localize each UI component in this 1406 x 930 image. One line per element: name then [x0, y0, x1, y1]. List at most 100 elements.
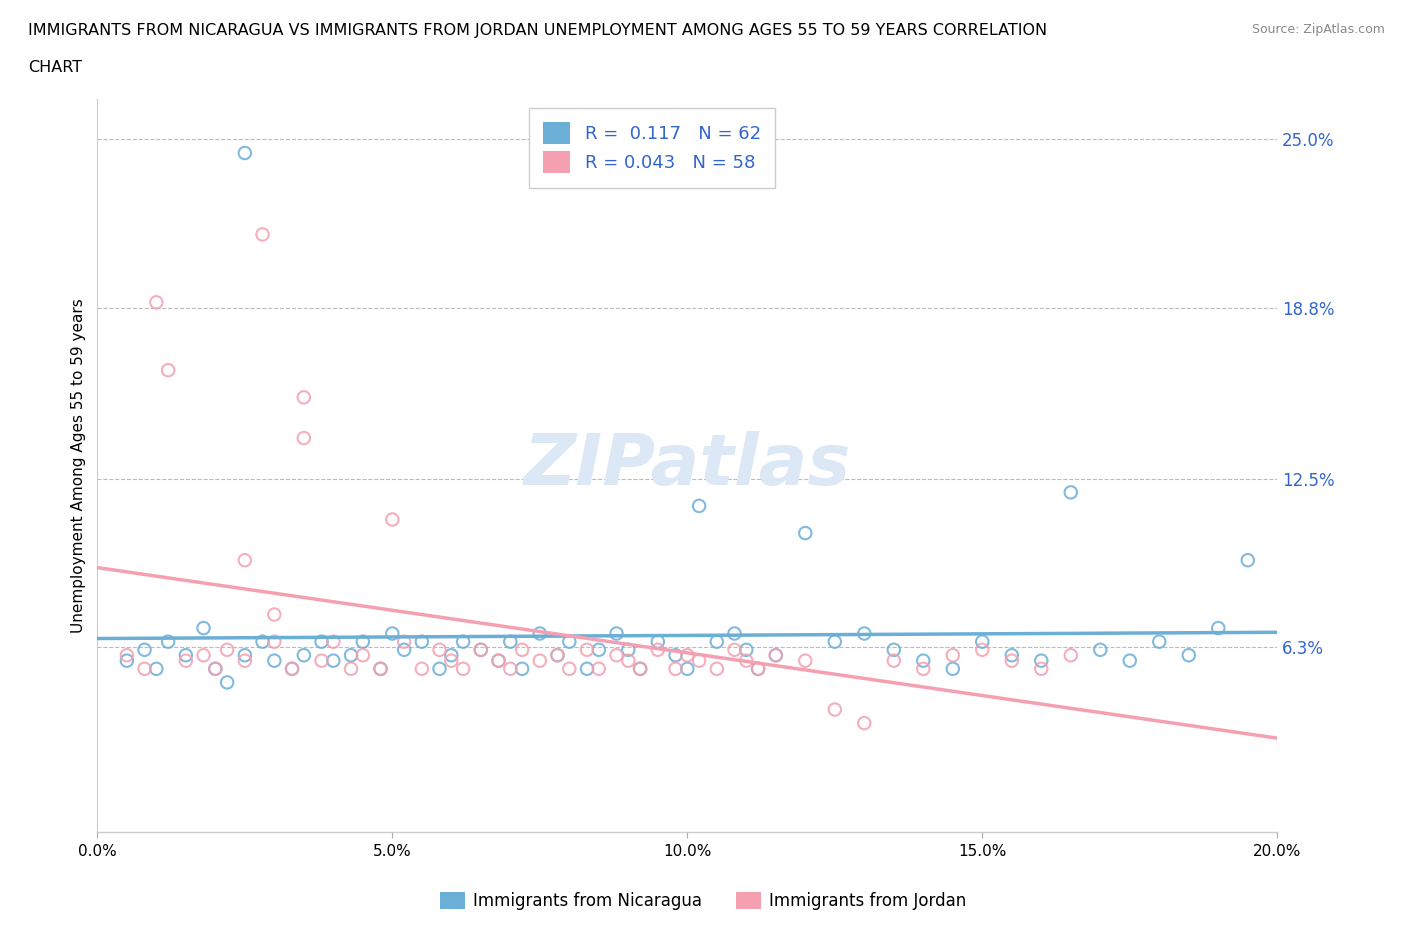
Point — [370, 661, 392, 676]
Point — [576, 643, 599, 658]
Point — [1149, 634, 1171, 649]
Point — [647, 634, 669, 649]
Point — [688, 498, 710, 513]
Point — [470, 643, 492, 658]
Point — [972, 634, 994, 649]
Point — [440, 648, 463, 663]
Point — [370, 661, 392, 676]
Point — [281, 661, 304, 676]
Point — [853, 626, 876, 641]
Point — [392, 634, 415, 649]
Point — [311, 634, 333, 649]
Point — [381, 626, 404, 641]
Point — [1001, 648, 1024, 663]
Point — [451, 661, 474, 676]
Point — [451, 634, 474, 649]
Point — [193, 648, 215, 663]
Point — [429, 661, 451, 676]
Point — [824, 702, 846, 717]
Point — [233, 552, 256, 567]
Point — [134, 661, 156, 676]
Point — [765, 648, 787, 663]
Point — [115, 653, 138, 668]
Point — [747, 661, 769, 676]
Point — [1236, 552, 1258, 567]
Point — [217, 675, 239, 690]
Point — [263, 653, 285, 668]
Point — [1060, 648, 1083, 663]
Point — [1060, 485, 1083, 499]
Point — [311, 653, 333, 668]
Point — [233, 146, 256, 161]
Y-axis label: Unemployment Among Ages 55 to 59 years: Unemployment Among Ages 55 to 59 years — [72, 298, 86, 632]
Point — [628, 661, 651, 676]
Point — [529, 626, 551, 641]
Point — [547, 648, 569, 663]
Point — [735, 653, 758, 668]
Point — [252, 227, 274, 242]
Point — [411, 661, 433, 676]
Point — [322, 634, 344, 649]
Point — [292, 648, 315, 663]
Point — [115, 648, 138, 663]
Point — [381, 512, 404, 527]
Point — [529, 653, 551, 668]
Point — [145, 295, 167, 310]
Point — [322, 653, 344, 668]
Point — [352, 648, 374, 663]
Point — [1031, 661, 1053, 676]
Point — [794, 525, 817, 540]
Point — [204, 661, 226, 676]
Text: CHART: CHART — [28, 60, 82, 75]
Point — [263, 607, 285, 622]
Point — [747, 661, 769, 676]
Point — [233, 648, 256, 663]
Point — [340, 648, 363, 663]
Point — [688, 653, 710, 668]
Point — [281, 661, 304, 676]
Point — [723, 626, 745, 641]
Point — [134, 643, 156, 658]
Point — [440, 653, 463, 668]
Point — [617, 643, 640, 658]
Point — [411, 634, 433, 649]
Point — [647, 643, 669, 658]
Point — [499, 634, 522, 649]
Point — [558, 661, 581, 676]
Point — [558, 634, 581, 649]
Legend: Immigrants from Nicaragua, Immigrants from Jordan: Immigrants from Nicaragua, Immigrants fr… — [433, 885, 973, 917]
Point — [470, 643, 492, 658]
Point — [883, 653, 905, 668]
Point — [765, 648, 787, 663]
Point — [735, 643, 758, 658]
Point — [488, 653, 510, 668]
Point — [605, 648, 627, 663]
Point — [252, 634, 274, 649]
Point — [664, 661, 686, 676]
Point — [576, 661, 599, 676]
Point — [1178, 648, 1201, 663]
Point — [510, 661, 533, 676]
Point — [1090, 643, 1112, 658]
Point — [547, 648, 569, 663]
Point — [292, 431, 315, 445]
Point — [340, 661, 363, 676]
Legend: R =  0.117   N = 62, R = 0.043   N = 58: R = 0.117 N = 62, R = 0.043 N = 58 — [529, 108, 775, 188]
Point — [157, 634, 180, 649]
Point — [174, 653, 197, 668]
Point — [233, 653, 256, 668]
Point — [942, 661, 965, 676]
Point — [794, 653, 817, 668]
Point — [588, 643, 610, 658]
Point — [1206, 620, 1229, 635]
Point — [912, 661, 935, 676]
Text: Source: ZipAtlas.com: Source: ZipAtlas.com — [1251, 23, 1385, 36]
Point — [853, 716, 876, 731]
Point — [664, 648, 686, 663]
Point — [605, 626, 627, 641]
Point — [824, 634, 846, 649]
Point — [676, 648, 699, 663]
Point — [145, 661, 167, 676]
Point — [706, 634, 728, 649]
Point — [942, 648, 965, 663]
